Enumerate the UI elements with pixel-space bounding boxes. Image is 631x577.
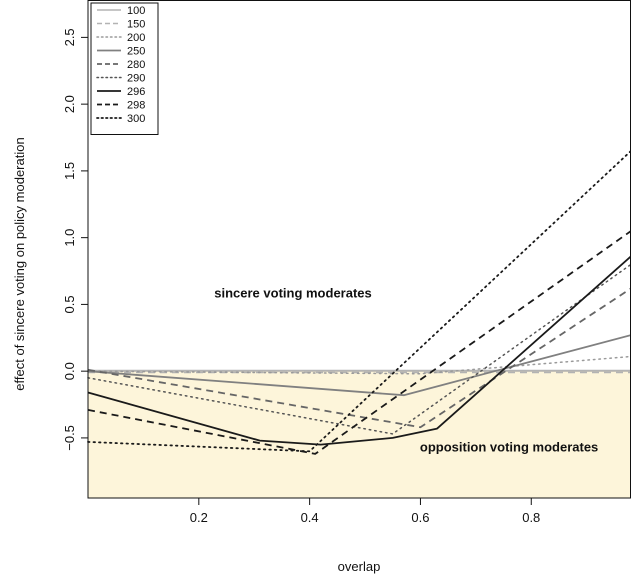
legend-label: 100 <box>127 5 145 17</box>
y-tick-label: 1.5 <box>62 162 77 180</box>
series-line-290 <box>87 263 631 435</box>
x-tick-label: 0.2 <box>190 510 208 525</box>
legend-label: 298 <box>127 100 145 112</box>
legend-label: 150 <box>127 19 145 31</box>
x-tick-label: 0.4 <box>301 510 319 525</box>
annotation-label: opposition voting moderates <box>420 439 598 454</box>
x-tick-label: 0.6 <box>411 510 429 525</box>
series-line-300 <box>87 149 631 453</box>
legend-label: 290 <box>127 73 145 85</box>
series-lines <box>87 149 631 455</box>
y-tick-label: 2.5 <box>62 28 77 46</box>
x-tick-label: 0.8 <box>522 510 540 525</box>
annotations: sincere voting moderates opposition votin… <box>214 286 598 455</box>
plot-area <box>88 370 631 498</box>
legend-box <box>90 2 159 135</box>
y-axis-label: effect of sincere voting on policy moder… <box>12 137 27 390</box>
x-axis-label: overlap <box>338 559 381 574</box>
y-tick-label: 1.0 <box>62 229 77 247</box>
series-line-298 <box>87 230 631 455</box>
legend-label: 296 <box>127 86 145 98</box>
series-line-296 <box>87 255 631 446</box>
legend-label: 300 <box>127 113 145 125</box>
axes: 0.2 0.4 0.6 0.8 −0.5 0.0 0.5 1.0 1.5 2.0 2.5 <box>62 0 631 525</box>
annotation-label: sincere voting moderates <box>214 286 372 301</box>
y-tick-label: −0.5 <box>62 425 77 451</box>
opposition-region-shading <box>88 371 631 498</box>
legend-label: 200 <box>127 32 145 44</box>
series-line-200 <box>87 355 631 375</box>
y-tick-label: 0.0 <box>62 362 77 380</box>
series-line-250 <box>87 334 631 397</box>
y-tick-label: 0.5 <box>62 295 77 313</box>
series-line-280 <box>87 287 631 429</box>
y-tick-label: 2.0 <box>62 95 77 113</box>
legend-label: 250 <box>127 46 145 58</box>
legend-label: 280 <box>127 59 145 71</box>
